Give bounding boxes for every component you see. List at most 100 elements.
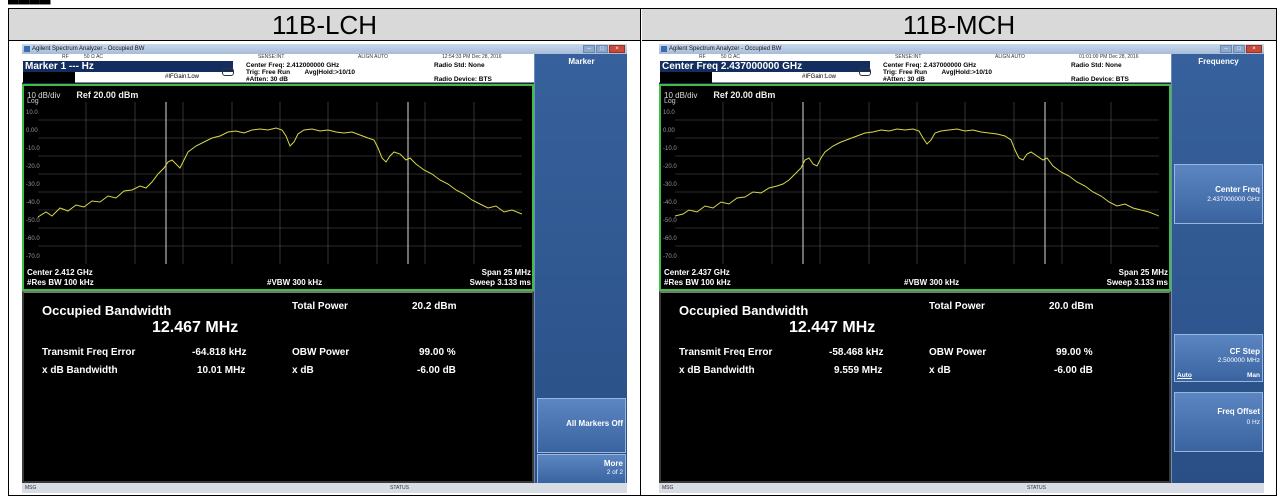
more-button[interactable]: More 2 of 2 — [537, 454, 626, 483]
plot-area — [38, 102, 522, 264]
all-markers-off-button[interactable]: All Markers Off — [537, 398, 626, 453]
xdb-bw-label: x dB Bandwidth — [42, 365, 118, 376]
window-controls: – □ × — [1220, 45, 1262, 53]
app-icon — [661, 46, 667, 52]
freq-offset-button[interactable]: Freq Offset 0 Hz — [1174, 392, 1263, 452]
softkey-label: CF Step — [1229, 347, 1260, 356]
atten-line: #Atten: 30 dB — [246, 76, 288, 83]
softkey-label: More — [603, 459, 623, 468]
ref-level: Ref 20.00 dBm — [76, 90, 139, 100]
radio-settings: Radio Std: None Radio Device: BTS — [434, 62, 492, 83]
center-label: Center 2.412 GHz — [27, 268, 93, 277]
sense-indicator: SENSE:INT — [895, 54, 922, 60]
minimize-icon[interactable]: – — [583, 45, 595, 53]
cf-step-auto-option[interactable]: Auto — [1177, 372, 1192, 379]
y-tick: -50.0 — [663, 218, 677, 224]
spectrum-plot — [38, 102, 522, 264]
scale-label: 10 dB/div — [27, 91, 61, 100]
cf-step-button[interactable]: CF Step 2.500000 MHz Auto Man — [1174, 334, 1263, 382]
spectrum-graph[interactable]: 10 dB/div Ref 20.00 dBm Log 10.0 0.00 -10… — [659, 84, 1171, 291]
window-titlebar: Agilent Spectrum Analyzer - Occupied BW … — [659, 44, 1264, 54]
total-power-label: Total Power — [292, 301, 348, 312]
app-icon — [24, 46, 30, 52]
avg-line: Avg|Hold:>10/10 — [941, 69, 993, 76]
softkey-value: 2.437000000 GHz — [1207, 196, 1260, 203]
total-power-value: 20.2 dBm — [412, 301, 457, 312]
softkey-value: 2.500000 MHz — [1217, 357, 1260, 364]
span-label: Span 25 MHz — [481, 268, 531, 277]
sense-indicator: SENSE:INT — [258, 54, 285, 60]
occ-bw-label: Occupied Bandwidth — [679, 303, 809, 318]
y-tick: 0.00 — [663, 128, 675, 134]
atten-line: #Atten: 30 dB — [883, 76, 925, 83]
close-icon[interactable]: × — [1246, 45, 1262, 53]
sweep-label: Sweep 3.133 ms — [1106, 278, 1168, 287]
window-title: Agilent Spectrum Analyzer - Occupied BW — [32, 46, 145, 52]
cf-step-man-option[interactable]: Man — [1247, 372, 1260, 379]
y-tick: -40.0 — [26, 200, 40, 206]
res-bw-label: #Res BW 100 kHz — [27, 278, 94, 287]
spectrum-trace — [675, 128, 1159, 217]
entry-area — [23, 72, 75, 83]
rf-indicator: RF — [699, 54, 706, 60]
softkey-sub-label: 2 of 2 — [606, 469, 623, 476]
screenshot-cell: Agilent Spectrum Analyzer - Occupied BW … — [9, 41, 640, 494]
center-freq-line: Center Freq: 2.412000000 GHz — [246, 62, 340, 69]
softkey-value: 0 Hz — [1246, 419, 1260, 426]
ifgain-label: #IFGain:Low — [165, 74, 200, 80]
table-column-lch: 11B-LCH Agilent Spectrum Analyzer - Occu… — [9, 9, 641, 495]
vbw-label: #VBW 300 kHz — [267, 278, 323, 287]
minimize-icon[interactable]: – — [1220, 45, 1232, 53]
softkey-menu-title: Marker — [568, 57, 595, 66]
active-entry-field[interactable]: Marker 1 --- Hz — [23, 61, 233, 72]
obw-power-label: OBW Power — [292, 347, 350, 358]
close-icon[interactable]: × — [609, 45, 625, 53]
status-bar: MSG STATUS — [22, 483, 627, 493]
entry-area — [660, 72, 712, 83]
total-power-value: 20.0 dBm — [1049, 301, 1094, 312]
maximize-icon[interactable]: □ — [1233, 45, 1245, 53]
total-power-label: Total Power — [929, 301, 985, 312]
y-tick: -10.0 — [26, 146, 40, 152]
occ-bw-value: 12.447 MHz — [789, 319, 876, 336]
softkey-label: Center Freq — [1215, 185, 1260, 194]
y-tick: -40.0 — [663, 200, 677, 206]
log-label: Log — [664, 98, 676, 105]
y-tick: -20.0 — [26, 164, 40, 170]
center-label: Center 2.437 GHz — [664, 268, 730, 277]
datetime: 12:54:33 PM Dec 28, 2016 — [442, 54, 502, 60]
ifgain-label: #IFGain:Low — [802, 74, 837, 80]
occ-bw-label: Occupied Bandwidth — [42, 303, 172, 318]
measurement-results: Occupied Bandwidth 12.447 MHz Total Powe… — [659, 291, 1171, 483]
results-table: 11B-LCH Agilent Spectrum Analyzer - Occu… — [8, 8, 1277, 496]
align-indicator: ALIGN AUTO — [995, 54, 1025, 60]
measurement-results: Occupied Bandwidth 12.467 MHz Total Powe… — [22, 291, 534, 483]
msg-label: MSG — [662, 485, 674, 491]
sweep-label: Sweep 3.133 ms — [469, 278, 531, 287]
tx-freq-err-value: -58.468 kHz — [829, 347, 884, 358]
maximize-icon[interactable]: □ — [596, 45, 608, 53]
trig-line: Trig: Free Run — [883, 69, 928, 76]
center-freq-button[interactable]: Center Freq 2.437000000 GHz — [1174, 164, 1263, 224]
xdb-label: x dB — [929, 365, 951, 376]
active-entry-field[interactable]: Center Freq 2.437000000 GHz — [660, 61, 870, 72]
obw-power-value: 99.00 % — [419, 347, 456, 358]
settings-bar: RF 50 Ω AC SENSE:INT ALIGN AUTO 12:54:33… — [22, 54, 534, 83]
trigger-symbol-icon — [222, 68, 234, 76]
radio-std: Radio Std: None — [434, 62, 485, 69]
y-tick: -30.0 — [26, 182, 40, 188]
avg-line: Avg|Hold:>10/10 — [304, 69, 356, 76]
res-bw-label: #Res BW 100 kHz — [664, 278, 731, 287]
datetime: 01:01:00 PM Dec 28, 2016 — [1079, 54, 1139, 60]
window-controls: – □ × — [583, 45, 625, 53]
spectrum-graph[interactable]: 10 dB/div Ref 20.00 dBm Log 10.0 0.00 -10… — [22, 84, 534, 291]
y-tick: -50.0 — [26, 218, 40, 224]
trig-line: Trig: Free Run — [246, 69, 291, 76]
span-label: Span 25 MHz — [1118, 268, 1168, 277]
y-tick: -10.0 — [663, 146, 677, 152]
y-tick: -70.0 — [663, 254, 677, 260]
spectrum-analyzer-window: Agilent Spectrum Analyzer - Occupied BW … — [22, 44, 627, 493]
tx-freq-err-label: Transmit Freq Error — [42, 347, 136, 358]
trig-avg-line: Trig: Free Run Avg|Hold:>10/10 — [883, 69, 992, 76]
